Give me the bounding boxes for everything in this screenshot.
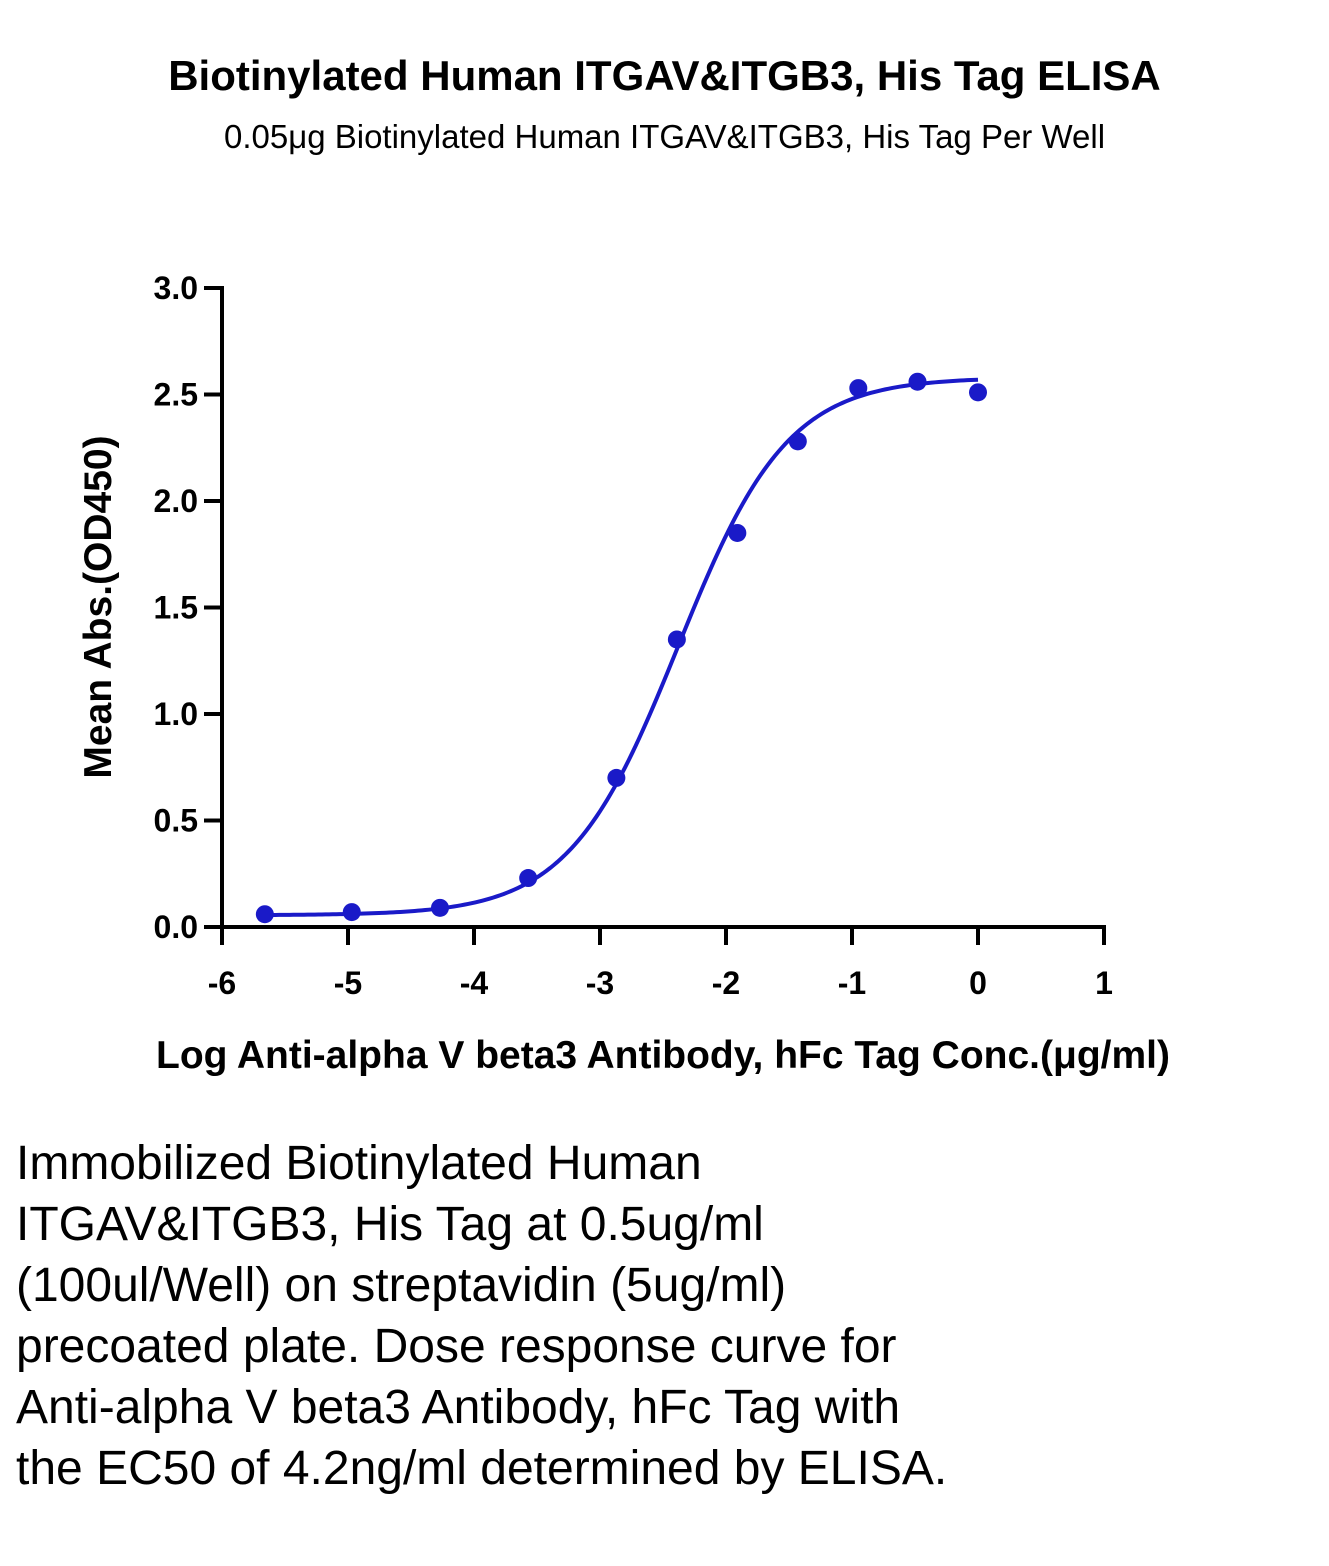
x-tick-label: -6: [208, 965, 236, 1001]
x-tick-label: -5: [334, 965, 362, 1001]
chart-title: Biotinylated Human ITGAV&ITGB3, His Tag …: [168, 52, 1161, 99]
data-point: [430, 898, 449, 917]
x-tick-label: -3: [586, 965, 614, 1001]
x-tick-label: 1: [1095, 965, 1113, 1001]
y-tick-label: 0.5: [154, 803, 198, 839]
x-axis-label: Log Anti-alpha V beta3 Antibody, hFc Tag…: [156, 1034, 1170, 1077]
y-tick-label: 2.5: [154, 377, 198, 413]
elisa-chart: 0.0 0.5 1.0 1.5 2.0 2.5 3.0 -6 -5 -4 -3 -2 -1 0 1 Log…: [77, 270, 1170, 1077]
data-point: [255, 905, 274, 924]
y-tick-label: 1.5: [154, 590, 198, 626]
figure-caption: Immobilized Biotinylated Human ITGAV&ITG…: [16, 1137, 948, 1495]
chart-subtitle: 0.05μg Biotinylated Human ITGAV&ITGB3, H…: [223, 118, 1106, 155]
y-axis: 0.0 0.5 1.0 1.5 2.0 2.5 3.0: [154, 270, 224, 945]
fit-curve-layer: [264, 377, 979, 917]
y-axis-label: Mean Abs.(OD450): [77, 435, 120, 778]
data-point: [342, 903, 361, 922]
fit-curve: [264, 377, 979, 917]
y-tick-label: 3.0: [154, 270, 198, 306]
y-tick-label: 2.0: [154, 483, 198, 519]
data-point: [969, 383, 987, 402]
y-tick-label: 0.0: [154, 909, 198, 945]
x-tick-label: 0: [969, 965, 987, 1001]
data-point: [788, 432, 807, 451]
data-point: [908, 372, 927, 391]
data-point: [849, 379, 868, 398]
x-tick-label: -1: [838, 965, 866, 1001]
x-axis: -6 -5 -4 -3 -2 -1 0 1: [208, 925, 1113, 1001]
data-point: [667, 630, 686, 649]
data-point: [519, 869, 538, 888]
data-point: [728, 523, 747, 542]
x-tick-label: -2: [712, 965, 740, 1001]
x-tick-label: -4: [460, 965, 489, 1001]
data-points-layer: [255, 372, 987, 924]
data-point: [607, 768, 626, 787]
y-tick-label: 1.0: [154, 696, 198, 732]
